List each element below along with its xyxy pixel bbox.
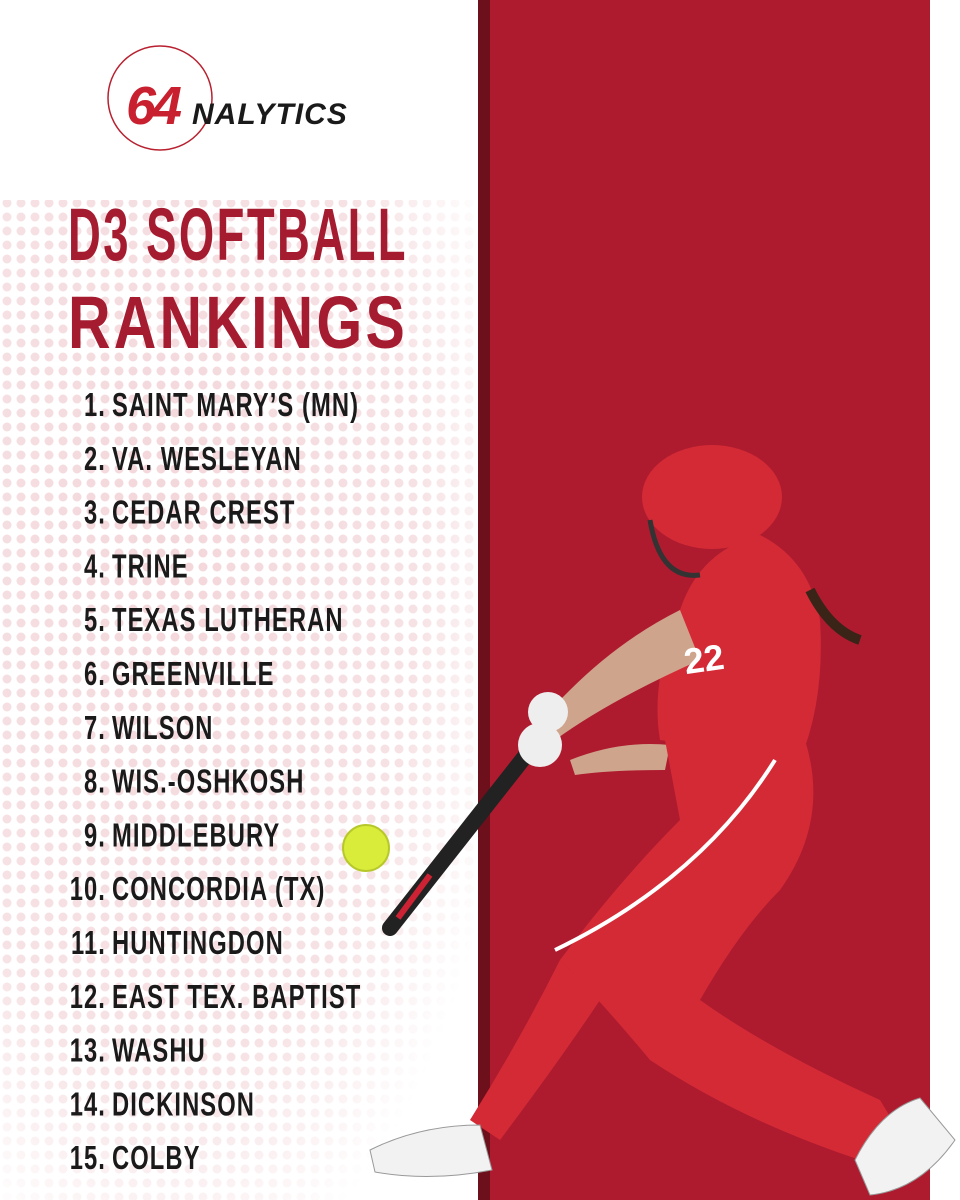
team-name: WASHU [112, 1033, 206, 1070]
rank-number: 3. [84, 495, 106, 532]
ranking-row: 8. WIS.-OSHKOSH [84, 764, 304, 801]
rank-number: 15. [70, 1141, 106, 1178]
ranking-row: 4. TRINE [84, 549, 189, 586]
ranking-row: 12. EAST TEX. BAPTIST [70, 979, 361, 1016]
title-line: RANKINGS [68, 281, 408, 364]
ranking-row: 10. CONCORDIA (TX) [70, 872, 326, 909]
title-line: D3 SOFTBALL [68, 193, 408, 276]
rank-number: 10. [70, 872, 106, 909]
team-name: CONCORDIA (TX) [112, 872, 326, 909]
ranking-row: 15. COLBY [70, 1141, 201, 1178]
ranking-row: 14. DICKINSON [70, 1087, 255, 1124]
rank-number: 2. [84, 441, 106, 478]
rank-number: 8. [84, 764, 106, 801]
rank-number: 4. [84, 549, 106, 586]
rank-number: 6. [84, 656, 106, 693]
team-name: CEDAR CREST [112, 495, 295, 532]
team-name: DICKINSON [112, 1087, 255, 1124]
divider-stripe [478, 0, 490, 1200]
ranking-row: 2. VA. WESLEYAN [84, 441, 302, 478]
ranking-row: 1. SAINT MARY’S (MN) [84, 387, 359, 424]
player: 22 [342, 445, 956, 1196]
rank-number: 13. [70, 1033, 106, 1070]
team-name: WIS.-OSHKOSH [112, 764, 304, 801]
ranking-row: 6. GREENVILLE [84, 656, 275, 693]
jersey-number: 22 [681, 636, 726, 682]
team-name: TRINE [112, 549, 189, 586]
team-name: EAST TEX. BAPTIST [112, 979, 361, 1016]
rank-number: 7. [84, 710, 106, 747]
logo-ring [107, 45, 213, 151]
team-name: MIDDLEBURY [112, 818, 280, 855]
team-name: HUNTINGDON [112, 925, 284, 962]
rank-number: 1. [84, 387, 106, 424]
rank-number: 12. [70, 979, 106, 1016]
team-name: VA. WESLEYAN [112, 441, 302, 478]
team-name: SAINT MARY’S (MN) [112, 387, 359, 424]
ranking-row: 13. WASHU [70, 1033, 206, 1070]
rank-number: 5. [84, 603, 106, 640]
ranking-row: 3. CEDAR CREST [84, 495, 295, 532]
rank-number: 9. [84, 818, 106, 855]
ranking-row: 5. TEXAS LUTHERAN [84, 603, 344, 640]
team-name: COLBY [112, 1141, 201, 1178]
logo-number: 64 [126, 76, 182, 136]
ranking-row: 11. HUNTINGDON [71, 925, 284, 962]
halftone-fade [0, 200, 480, 1200]
rank-number: 14. [70, 1087, 106, 1124]
ranking-row: 7. WILSON [84, 710, 213, 747]
team-name: GREENVILLE [112, 656, 275, 693]
rank-number: 11. [71, 925, 106, 962]
team-name: TEXAS LUTHERAN [112, 603, 344, 640]
ranking-row: 9. MIDDLEBURY [84, 818, 280, 855]
logo-text: NALYTICS [192, 98, 348, 131]
team-name: WILSON [112, 710, 213, 747]
